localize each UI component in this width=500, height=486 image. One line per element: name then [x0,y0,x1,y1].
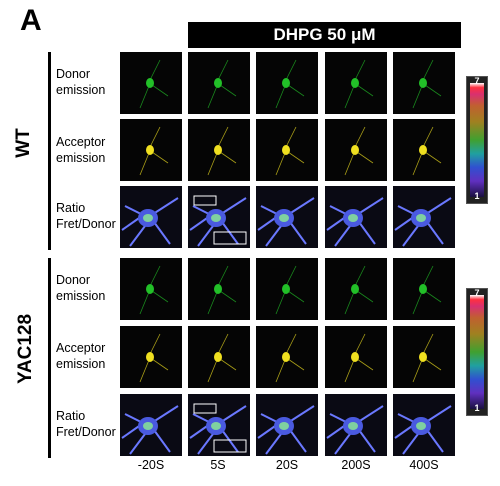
donor-micrograph [256,52,318,114]
row-label-line: Ratio [56,201,86,215]
yac128-group-label: YAC128 [15,313,36,385]
acceptor-micrograph [120,119,182,181]
color-gradient [470,83,484,197]
donor-micrograph [188,258,250,320]
ratio-micrograph [120,394,182,456]
acceptor-micrograph [188,326,250,388]
yac-group-line [48,258,51,458]
wt-acceptor-label: Acceptor emission [56,134,120,166]
wt-group-label: WT [13,128,34,158]
ratio-micrograph [188,394,250,456]
acceptor-micrograph [188,119,250,181]
donor-micrograph [393,52,455,114]
timepoint-label: 400S [409,458,439,472]
timepoint-label: -20S [137,458,165,472]
row-label-line: Ratio [56,409,86,423]
row-label-line: Fret/Donor [56,425,116,439]
scale-min-label: 1 [474,403,480,413]
wt-ratio-color-scale: 7 1 [466,76,488,204]
row-label-line: Acceptor [56,135,106,149]
acceptor-micrograph [393,326,455,388]
acceptor-micrograph [393,119,455,181]
yac-ratio-color-scale: 7 1 [466,288,488,416]
row-label-line: Donor [56,273,91,287]
scale-max-label: 7 [474,76,480,86]
color-gradient [470,295,484,409]
acceptor-micrograph [256,119,318,181]
acceptor-micrograph [325,119,387,181]
acceptor-micrograph [325,326,387,388]
ratio-micrograph [325,186,387,248]
yac-ratio-label: Ratio Fret/Donor [56,408,120,440]
ratio-micrograph [256,394,318,456]
acceptor-micrograph [120,326,182,388]
ratio-micrograph [393,394,455,456]
ratio-micrograph [393,186,455,248]
treatment-label: DHPG 50 μM [273,25,376,44]
yac-acceptor-label: Acceptor emission [56,340,120,372]
row-label-line: emission [56,83,106,97]
donor-micrograph [256,258,318,320]
row-label-line: emission [56,289,106,303]
row-label-line: emission [56,357,106,371]
scale-min-label: 1 [474,191,480,201]
scale-max-label: 7 [474,288,480,298]
panel-letter: A [20,4,42,37]
wt-donor-label: Donor emission [56,66,120,98]
wt-ratio-label: Ratio Fret/Donor [56,200,120,232]
ratio-micrograph [325,394,387,456]
donor-micrograph [120,258,182,320]
timepoint-label: 20S [275,458,299,472]
donor-micrograph [188,52,250,114]
donor-micrograph [325,52,387,114]
row-label-line: emission [56,151,106,165]
donor-micrograph [393,258,455,320]
ratio-micrograph [188,186,250,248]
yac-donor-label: Donor emission [56,272,120,304]
donor-micrograph [325,258,387,320]
timepoint-label: 5S [210,458,226,472]
ratio-micrograph [256,186,318,248]
row-label-line: Donor [56,67,91,81]
timepoint-label: 200S [341,458,371,472]
wt-group-line [48,52,51,250]
row-label-line: Acceptor [56,341,106,355]
donor-micrograph [120,52,182,114]
row-label-line: Fret/Donor [56,217,116,231]
acceptor-micrograph [256,326,318,388]
ratio-micrograph [120,186,182,248]
treatment-bar: DHPG 50 μM [188,22,461,48]
